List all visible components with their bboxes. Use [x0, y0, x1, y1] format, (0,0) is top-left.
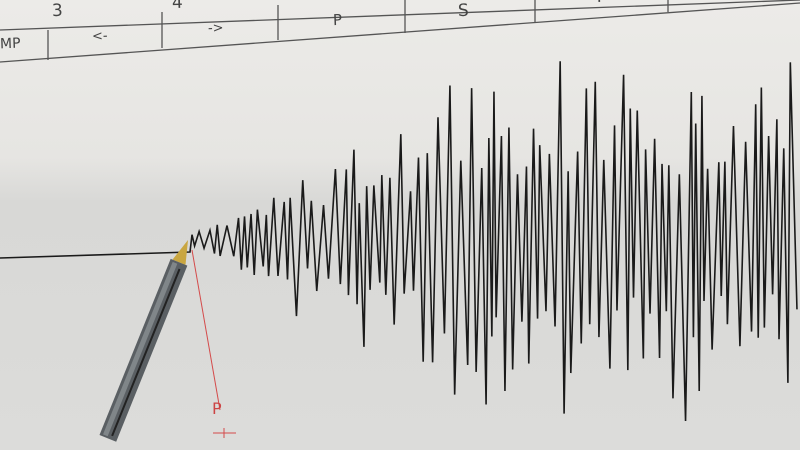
header-cell-left-arrow: <-: [91, 28, 108, 45]
header-cell-t: T: [594, 0, 605, 7]
header-cell-p: P: [332, 10, 343, 30]
header-cell-s: S: [457, 0, 470, 22]
seismic-trace: [0, 61, 798, 422]
p-wave-marker-line: [191, 249, 221, 411]
header-table-lines: [0, 0, 800, 63]
header-cell-3: 3: [51, 0, 64, 22]
pen-icon: [99, 240, 188, 442]
header-cell-4: 4: [171, 0, 184, 14]
trace-line: [0, 61, 798, 422]
p-wave-label: P: [212, 399, 222, 418]
header-cell-mp: MP: [0, 35, 21, 53]
header-cell-right-arrow: ->: [207, 20, 224, 37]
